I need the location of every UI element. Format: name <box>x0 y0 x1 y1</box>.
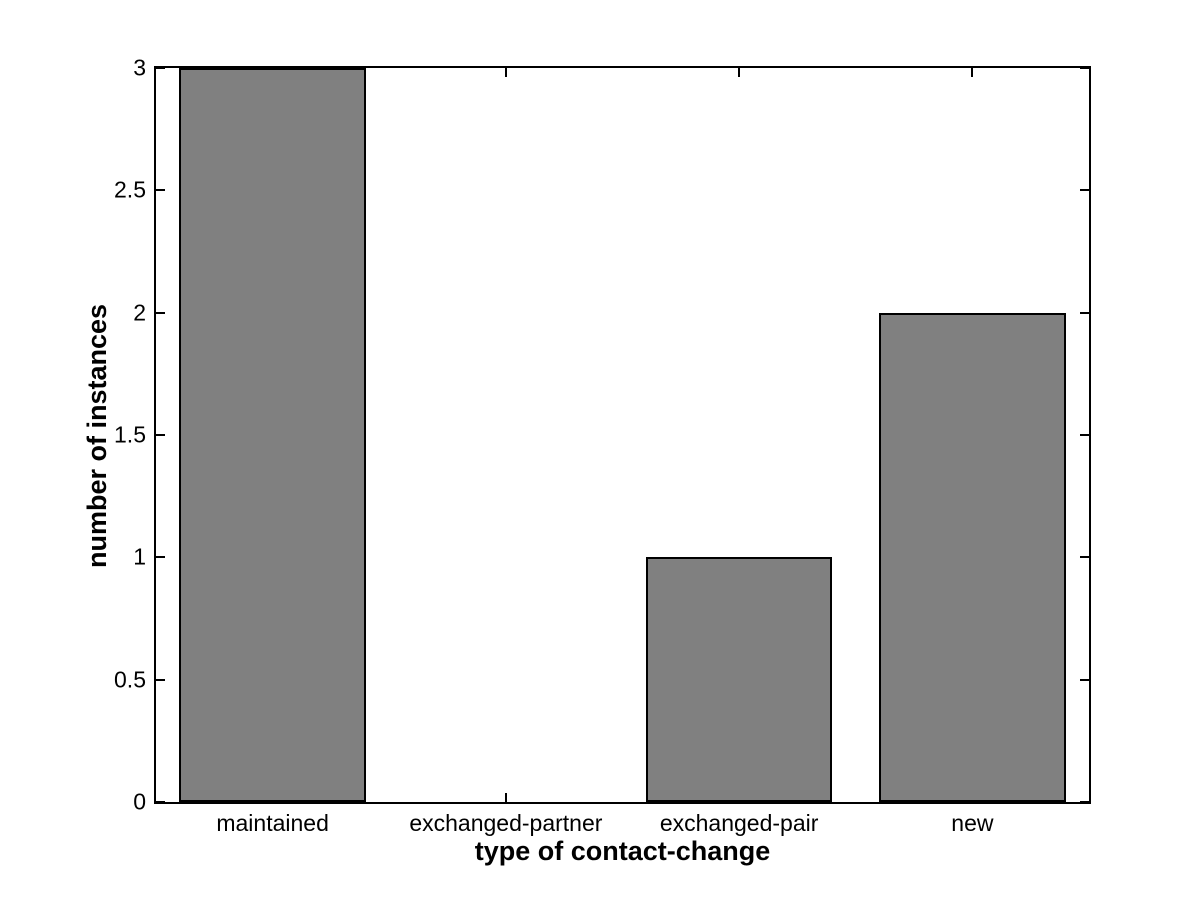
y-tick-mark-left <box>156 311 165 314</box>
x-tick-mark-top <box>971 68 974 77</box>
x-tick-label: maintained <box>216 810 329 836</box>
y-tick-label: 1.5 <box>114 421 146 448</box>
y-tick-mark-left <box>156 189 165 192</box>
y-tick-mark-right <box>1080 68 1089 69</box>
bar-maintained <box>179 68 366 802</box>
x-tick-mark-bottom <box>504 793 507 802</box>
y-tick-mark-left <box>156 678 165 681</box>
y-tick-mark-right <box>1080 678 1089 681</box>
x-axis-label: type of contact-change <box>474 836 771 866</box>
bar-new <box>879 312 1066 802</box>
x-tick-mark-top <box>504 68 507 77</box>
y-tick-mark-left <box>156 68 165 69</box>
y-tick-mark-left <box>156 801 165 802</box>
y-tick-label: 3 <box>133 54 146 81</box>
x-tick-label: exchanged-partner <box>409 810 603 836</box>
y-tick-mark-right <box>1080 311 1089 314</box>
y-tick-label: 2.5 <box>114 176 146 203</box>
y-tick-mark-right <box>1080 556 1089 559</box>
x-tick-label: exchanged-pair <box>659 810 819 836</box>
y-tick-mark-left <box>156 434 165 436</box>
y-tick-label: 0.5 <box>114 666 146 693</box>
y-tick-mark-left <box>156 556 165 559</box>
y-tick-mark-right <box>1080 189 1089 192</box>
bar-exchanged-pair <box>645 557 833 802</box>
x-tick-mark-top <box>738 68 741 77</box>
y-tick-label: 2 <box>133 299 146 326</box>
x-tick-label: new <box>951 810 994 836</box>
y-tick-mark-right <box>1080 801 1089 802</box>
y-tick-mark-right <box>1080 434 1089 436</box>
y-tick-label: 0 <box>133 788 146 815</box>
plot-area <box>154 66 1091 804</box>
y-tick-label: 1 <box>133 543 146 570</box>
